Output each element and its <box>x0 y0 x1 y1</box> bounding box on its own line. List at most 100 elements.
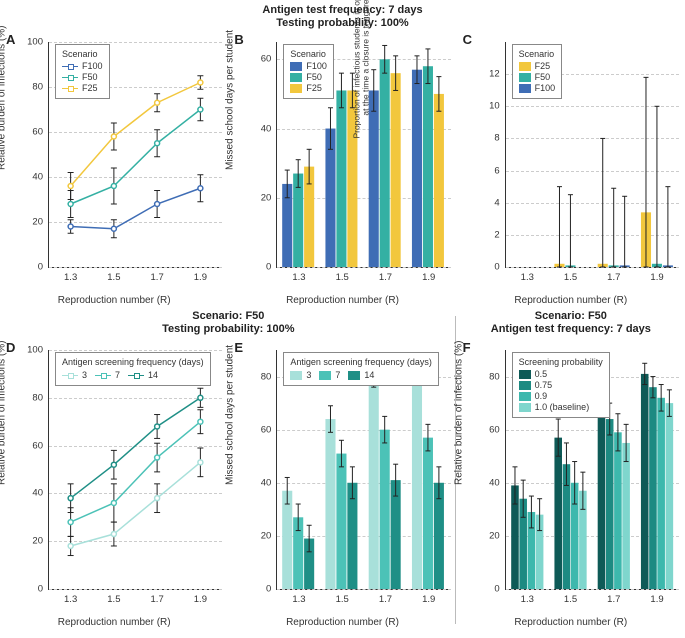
legend-swatch <box>290 84 302 93</box>
panel-C-label: C <box>463 32 472 47</box>
panel-E-ylabel: Missed school days per student <box>225 345 236 485</box>
panel-C-ylabel-l1: Proportion of infectious students in ope… <box>351 0 361 138</box>
row-2-titles: Scenario: F50 Testing probability: 100% … <box>0 310 685 340</box>
legend-swatch <box>519 392 531 401</box>
xtick: 1.5 <box>336 272 349 283</box>
row2-right-title-1: Scenario: F50 <box>457 310 685 323</box>
panel-E-xlabel: Reproduction number (R) <box>228 617 456 628</box>
ytick: 0 <box>266 584 271 595</box>
row-2: D Relative burden of infections (%) 0204… <box>0 340 685 630</box>
legend-label: F25 <box>535 61 551 71</box>
xtick: 1.9 <box>422 594 435 605</box>
xtick: 1.5 <box>564 594 577 605</box>
panel-B: B Missed school days per student 0204060… <box>228 32 456 308</box>
legend-swatch <box>319 371 331 380</box>
legend-label: F100 <box>306 61 327 71</box>
xtick: 1.9 <box>422 272 435 283</box>
legend-title: Scenario <box>290 49 327 59</box>
legend: ScenarioF100F50F25 <box>55 44 110 99</box>
ytick: 60 <box>32 127 43 138</box>
panel-A-xlabel: Reproduction number (R) <box>0 295 228 306</box>
legend-swatch <box>62 375 78 376</box>
global-title-2: Testing probability: 100% <box>0 17 685 30</box>
legend-title: Scenario <box>519 49 556 59</box>
legend-item: 3 <box>62 370 87 380</box>
global-title-1: Antigen test frequency: 7 days <box>0 4 685 17</box>
xtick: 1.9 <box>194 594 207 605</box>
ytick: 4 <box>494 197 499 208</box>
legend-item: F50 <box>519 72 556 82</box>
ytick: 20 <box>32 217 43 228</box>
legend-item: F50 <box>290 72 327 82</box>
legend-item: F25 <box>519 61 556 71</box>
legend-swatch <box>290 73 302 82</box>
ytick: 80 <box>489 371 500 382</box>
xtick: 1.3 <box>64 594 77 605</box>
legend-item: 0.75 <box>519 380 603 390</box>
ytick: 2 <box>494 229 499 240</box>
ytick: 40 <box>489 477 500 488</box>
legend: ScenarioF25F50F100 <box>512 44 563 99</box>
legend-label: 1.0 (baseline) <box>535 402 590 412</box>
legend-swatch <box>62 66 78 67</box>
panel-F-xlabel: Reproduction number (R) <box>457 617 685 628</box>
legend-label: 0.75 <box>535 380 553 390</box>
ytick: 0 <box>38 584 43 595</box>
ytick: 40 <box>261 477 272 488</box>
panel-C-ylabel-l2: at the time a closure is triggered (%) <box>361 0 371 116</box>
panel-D-ylabel: Relative burden of infections (%) <box>0 340 8 485</box>
ytick: 60 <box>261 54 272 65</box>
legend-item: 7 <box>95 370 120 380</box>
xtick: 1.7 <box>151 594 164 605</box>
panel-C-xlabel: Reproduction number (R) <box>457 295 685 306</box>
legend-item: F25 <box>62 83 103 93</box>
xtick: 1.3 <box>521 272 534 283</box>
ytick: 20 <box>261 530 272 541</box>
panel-F-ylabel: Relative burden of infections (%) <box>453 340 464 485</box>
row2-right-title-2: Antigen test frequency: 7 days <box>457 323 685 336</box>
xtick: 1.5 <box>107 594 120 605</box>
legend-label: F25 <box>82 83 98 93</box>
legend-swatch <box>519 403 531 412</box>
xtick: 1.3 <box>292 594 305 605</box>
legend-title: Antigen screening frequency (days) <box>290 357 432 367</box>
legend-item: F100 <box>290 61 327 71</box>
legend-label: 3 <box>82 370 87 380</box>
ytick: 6 <box>494 165 499 176</box>
legend-swatch <box>95 375 111 376</box>
xtick: 1.3 <box>64 272 77 283</box>
ytick: 60 <box>489 424 500 435</box>
legend-label: 0.5 <box>535 369 548 379</box>
legend-item: 3 <box>290 370 311 380</box>
ytick: 12 <box>489 69 500 80</box>
xtick: 1.7 <box>379 594 392 605</box>
panel-C: C Proportion of infectious students in o… <box>457 32 685 308</box>
ytick: 20 <box>261 192 272 203</box>
legend-swatch <box>519 84 531 93</box>
panel-E-label: E <box>234 340 243 355</box>
xtick: 1.7 <box>607 594 620 605</box>
panel-C-ylabel: Proportion of infectious students in ope… <box>352 0 371 157</box>
panel-A-plot: 0204060801001.31.51.71.9ScenarioF100F50F… <box>48 42 222 268</box>
legend-title: Screening probability <box>519 357 603 367</box>
legend-label: 3 <box>306 370 311 380</box>
legend-swatch <box>348 371 360 380</box>
panel-D: D Relative burden of infections (%) 0204… <box>0 340 228 630</box>
xtick: 1.7 <box>379 272 392 283</box>
legend-label: F25 <box>306 83 322 93</box>
ytick: 80 <box>261 371 272 382</box>
legend-label: 7 <box>335 370 340 380</box>
legend: Antigen screening frequency (days)3714 <box>55 352 211 386</box>
ytick: 40 <box>32 488 43 499</box>
legend-swatch <box>519 73 531 82</box>
legend-swatch <box>128 375 144 376</box>
legend-item: 14 <box>348 370 374 380</box>
panel-E-plot: 0204060801.31.51.71.9Antigen screening f… <box>276 350 450 590</box>
legend-swatch <box>290 62 302 71</box>
ytick: 0 <box>494 262 499 273</box>
legend-item: 0.5 <box>519 369 603 379</box>
xtick: 1.9 <box>194 272 207 283</box>
ytick: 40 <box>32 172 43 183</box>
xtick: 1.7 <box>151 272 164 283</box>
legend-item: 7 <box>319 370 340 380</box>
